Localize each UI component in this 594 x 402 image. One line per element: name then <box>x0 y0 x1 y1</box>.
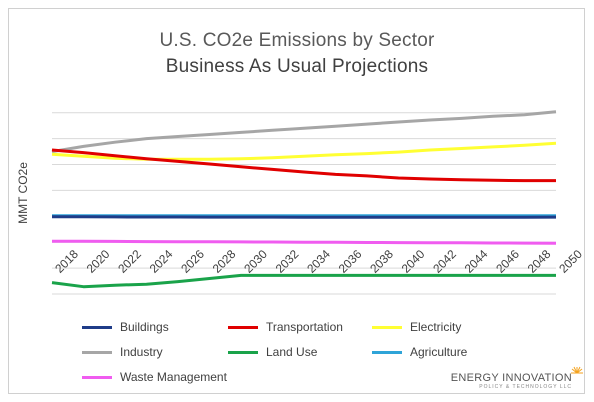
x-tick-label: 2044 <box>462 247 491 276</box>
series-line-land-use <box>51 273 556 289</box>
x-tick-label: 2026 <box>178 247 207 276</box>
x-tick-label: 2022 <box>115 247 144 276</box>
series-line-industry <box>51 110 557 154</box>
x-tick-label: 2036 <box>336 247 365 276</box>
logo-tagline: POLICY & TECHNOLOGY LLC <box>479 384 572 390</box>
x-tick-label: 2020 <box>84 247 113 276</box>
x-tick-labels: 2018 2020 2022 2024 2026 2028 2030 2032 2034 2036… <box>52 247 585 276</box>
chart-subtitle: Business As Usual Projections <box>165 56 429 77</box>
x-tick-label: 2018 <box>52 247 81 276</box>
x-tick-label: 2024 <box>147 247 176 276</box>
sun-icon <box>571 366 583 374</box>
x-tick-label: 2032 <box>273 247 302 276</box>
chart-frame <box>8 8 585 394</box>
energy-innovation-logo: ENERGY INNOVATION POLICY & TECHNOLOGY LL… <box>450 366 583 390</box>
x-tick-label: 2042 <box>430 247 459 276</box>
x-tick-label: 2034 <box>304 247 333 276</box>
series-line-transportation <box>51 148 556 183</box>
x-tick-label: 2028 <box>210 247 239 276</box>
logo-text: ENERGY INNOVATION <box>450 372 572 384</box>
x-tick-label: 2046 <box>493 247 522 276</box>
x-tick-label: 2040 <box>399 247 428 276</box>
series-lines <box>51 110 557 289</box>
series-line-waste-management <box>51 239 557 245</box>
chart-title: U.S. CO2e Emissions by Sector <box>159 30 435 51</box>
x-tick-label: 2050 <box>556 247 585 276</box>
x-tick-label: 2048 <box>525 247 554 276</box>
x-tick-label: 2030 <box>241 247 270 276</box>
x-tick-label: 2038 <box>367 247 396 276</box>
